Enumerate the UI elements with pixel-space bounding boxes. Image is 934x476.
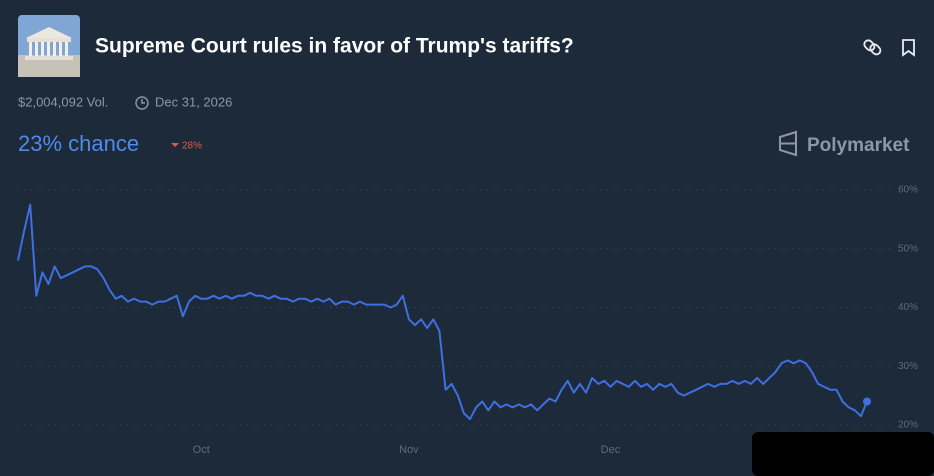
last-point [863, 397, 871, 406]
chance: 23% chance [18, 131, 139, 156]
y-tick-label: 20% [898, 420, 918, 431]
end-date: Dec 31, 2026 [155, 94, 232, 109]
change: 28% [182, 141, 202, 152]
clock-icon [135, 96, 149, 110]
y-tick-label: 30% [898, 361, 918, 372]
price-line [17, 203, 868, 421]
x-tick-label: Dec [601, 444, 621, 456]
brand-logo [779, 130, 797, 157]
y-tick-label: 50% [898, 243, 918, 254]
x-tick-label: Nov [399, 444, 419, 456]
plot: 20% 30% 40% 50% 60% Oct Nov Dec [17, 185, 918, 456]
x-tick-label: Oct [193, 444, 210, 456]
y-tick-label: 40% [898, 302, 918, 313]
market-title: Supreme Court rules in favor of Trump's … [95, 35, 574, 58]
link-icon[interactable] [863, 39, 882, 56]
change-arrow [171, 143, 179, 147]
redaction [752, 432, 934, 476]
y-tick-label: 60% [898, 185, 918, 196]
brand: Polymarket [807, 135, 910, 156]
bookmark-icon[interactable] [902, 39, 915, 57]
volume: $2,004,092 Vol. [18, 94, 108, 109]
market-icon [18, 15, 80, 77]
